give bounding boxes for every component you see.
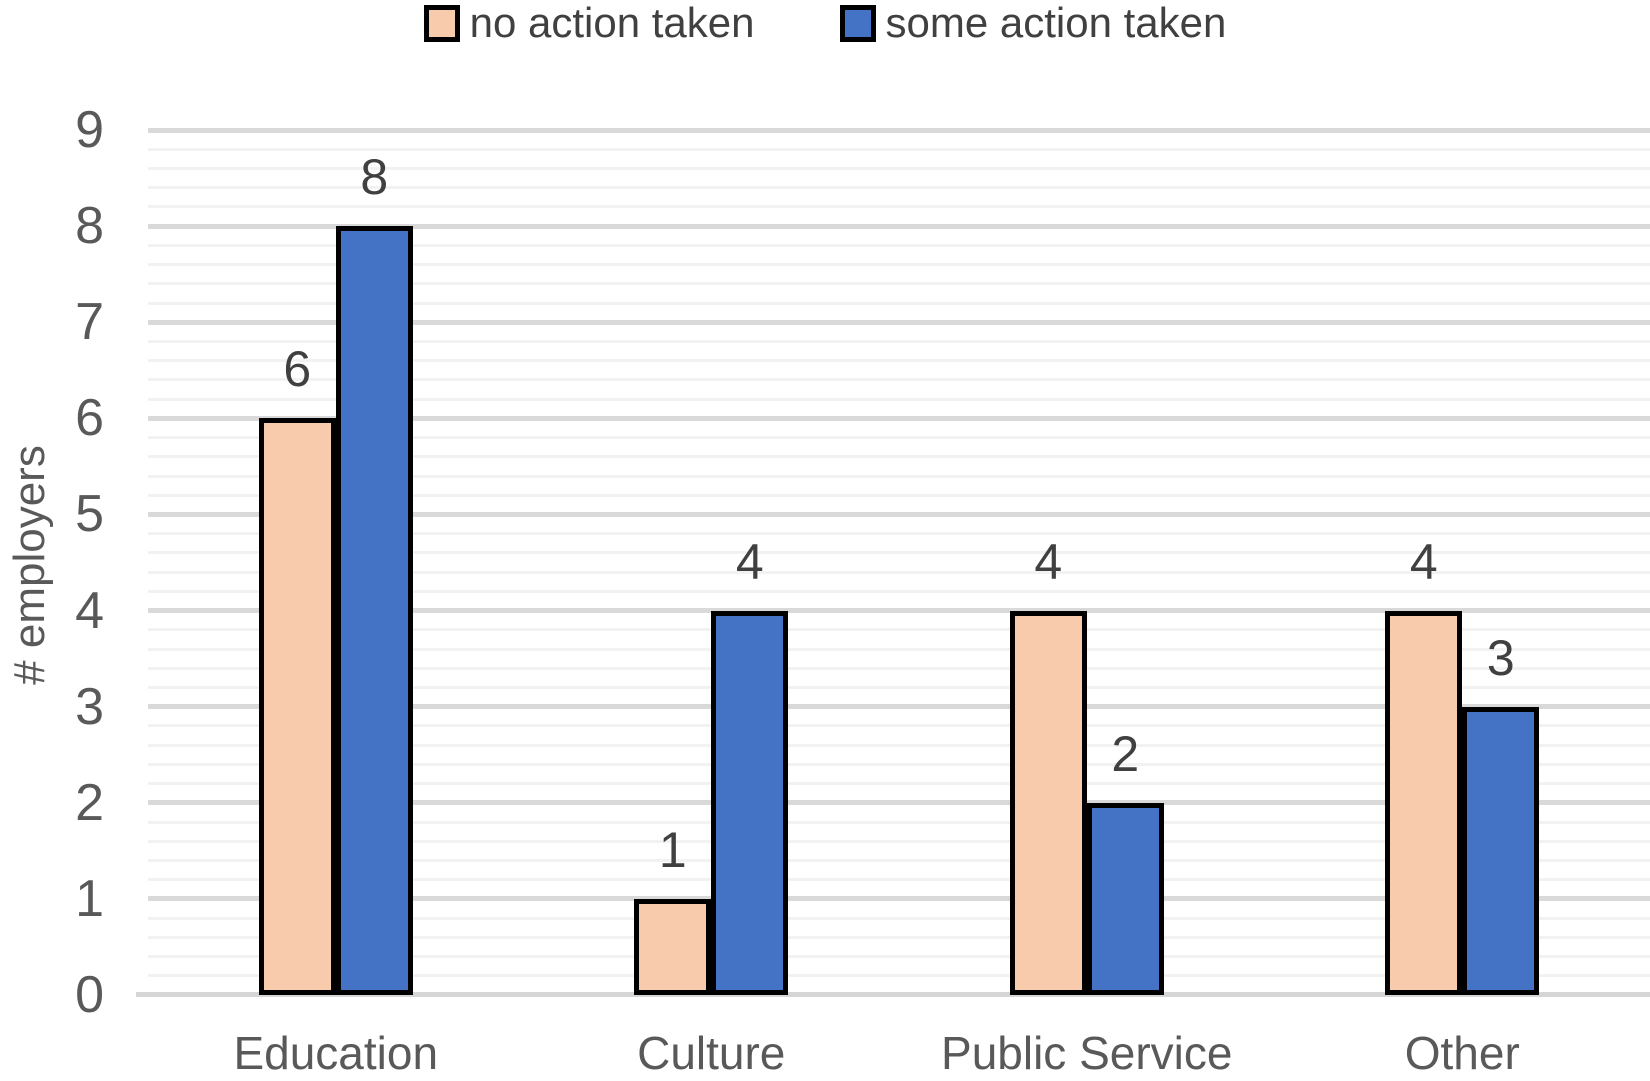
major-gridline xyxy=(148,896,1650,902)
x-axis-category-labels: Education Culture Public Service Other xyxy=(148,1030,1650,1081)
x-category-label: Other xyxy=(1404,1027,1520,1079)
bar-value-label: 2 xyxy=(1111,725,1140,782)
minor-gridline xyxy=(148,243,1650,247)
minor-gridline xyxy=(148,397,1650,401)
legend: no action taken some action taken xyxy=(0,2,1650,44)
minor-gridline xyxy=(148,974,1650,978)
x-category-label: Public Service xyxy=(941,1027,1233,1079)
bar-some-action-taken-Education xyxy=(335,226,413,995)
bar-value-label: 1 xyxy=(658,821,687,878)
bar-no-action-taken-Culture xyxy=(634,898,712,995)
y-tick-label: 0 xyxy=(75,966,104,1024)
bar-value-label: 4 xyxy=(735,533,764,590)
bar-value-label: 4 xyxy=(1034,533,1063,590)
bar-some-action-taken-Public-Service xyxy=(1086,802,1164,995)
minor-gridline xyxy=(148,839,1650,843)
bar-some-action-taken-Culture xyxy=(711,610,789,995)
bar-no-action-taken-Public-Service xyxy=(1009,610,1087,995)
legend-item-no-action-taken: no action taken xyxy=(423,0,755,46)
major-gridline xyxy=(148,319,1650,325)
minor-gridline xyxy=(148,782,1650,786)
minor-gridline xyxy=(148,263,1650,267)
minor-gridline xyxy=(148,628,1650,632)
minor-gridline xyxy=(148,570,1650,574)
minor-gridline xyxy=(148,858,1650,862)
major-gridline xyxy=(148,704,1650,710)
y-tick-label: 4 xyxy=(75,581,104,640)
y-tick-label: 7 xyxy=(75,293,104,352)
minor-gridline xyxy=(148,455,1650,459)
y-tick-label: 3 xyxy=(75,677,104,736)
minor-gridline xyxy=(148,916,1650,920)
minor-gridline xyxy=(148,935,1650,939)
minor-gridline xyxy=(148,205,1650,209)
y-tick-label: 9 xyxy=(75,101,104,159)
minor-gridline xyxy=(148,878,1650,882)
y-tick-label: 5 xyxy=(75,485,104,544)
major-gridline xyxy=(148,127,1650,133)
minor-gridline xyxy=(148,186,1650,190)
legend-swatch-some-action-taken xyxy=(839,4,876,42)
bar-no-action-taken-Other xyxy=(1385,610,1463,995)
minor-gridline xyxy=(148,282,1650,286)
minor-gridline xyxy=(148,724,1650,728)
minor-gridline xyxy=(148,378,1650,382)
major-gridline xyxy=(148,511,1650,517)
y-axis-tick-labels: 0 1 2 3 4 5 6 7 8 9 xyxy=(0,104,104,1021)
minor-gridline xyxy=(148,532,1650,536)
minor-gridline xyxy=(148,666,1650,670)
bar-value-label: 3 xyxy=(1486,629,1515,686)
bar-value-label: 4 xyxy=(1409,533,1438,590)
minor-gridline xyxy=(148,166,1650,170)
legend-label-some-action-taken: some action taken xyxy=(885,0,1227,46)
minor-gridline xyxy=(148,647,1650,651)
x-category-label: Culture xyxy=(637,1027,786,1079)
legend-label-no-action-taken: no action taken xyxy=(469,0,755,46)
bar-value-label: 6 xyxy=(283,341,312,398)
minor-gridline xyxy=(148,762,1650,766)
minor-gridline xyxy=(148,301,1650,305)
minor-gridline xyxy=(148,359,1650,363)
y-tick-label: 1 xyxy=(75,869,104,928)
minor-gridline xyxy=(148,589,1650,593)
minor-gridline xyxy=(148,551,1650,555)
minor-gridline xyxy=(148,685,1650,689)
y-tick-label: 8 xyxy=(75,197,104,256)
minor-gridline xyxy=(148,743,1650,747)
minor-gridline xyxy=(148,474,1650,478)
bar-some-action-taken-Other xyxy=(1462,706,1540,995)
x-category-label: Education xyxy=(233,1027,439,1079)
legend-swatch-no-action-taken xyxy=(423,4,460,42)
major-gridline xyxy=(148,415,1650,421)
minor-gridline xyxy=(148,436,1650,440)
bar-no-action-taken-Education xyxy=(258,418,336,995)
bar-value-label: 8 xyxy=(360,149,389,206)
minor-gridline xyxy=(148,339,1650,343)
minor-gridline xyxy=(148,147,1650,151)
major-gridline xyxy=(148,608,1650,614)
major-gridline xyxy=(148,223,1650,229)
y-tick-label: 6 xyxy=(75,389,104,448)
minor-gridline xyxy=(148,820,1650,824)
legend-item-some-action-taken: some action taken xyxy=(839,0,1227,46)
minor-gridline xyxy=(148,493,1650,497)
x-axis-line xyxy=(136,992,1650,997)
major-gridline xyxy=(148,800,1650,806)
minor-gridline xyxy=(148,955,1650,959)
y-tick-label: 2 xyxy=(75,773,104,832)
